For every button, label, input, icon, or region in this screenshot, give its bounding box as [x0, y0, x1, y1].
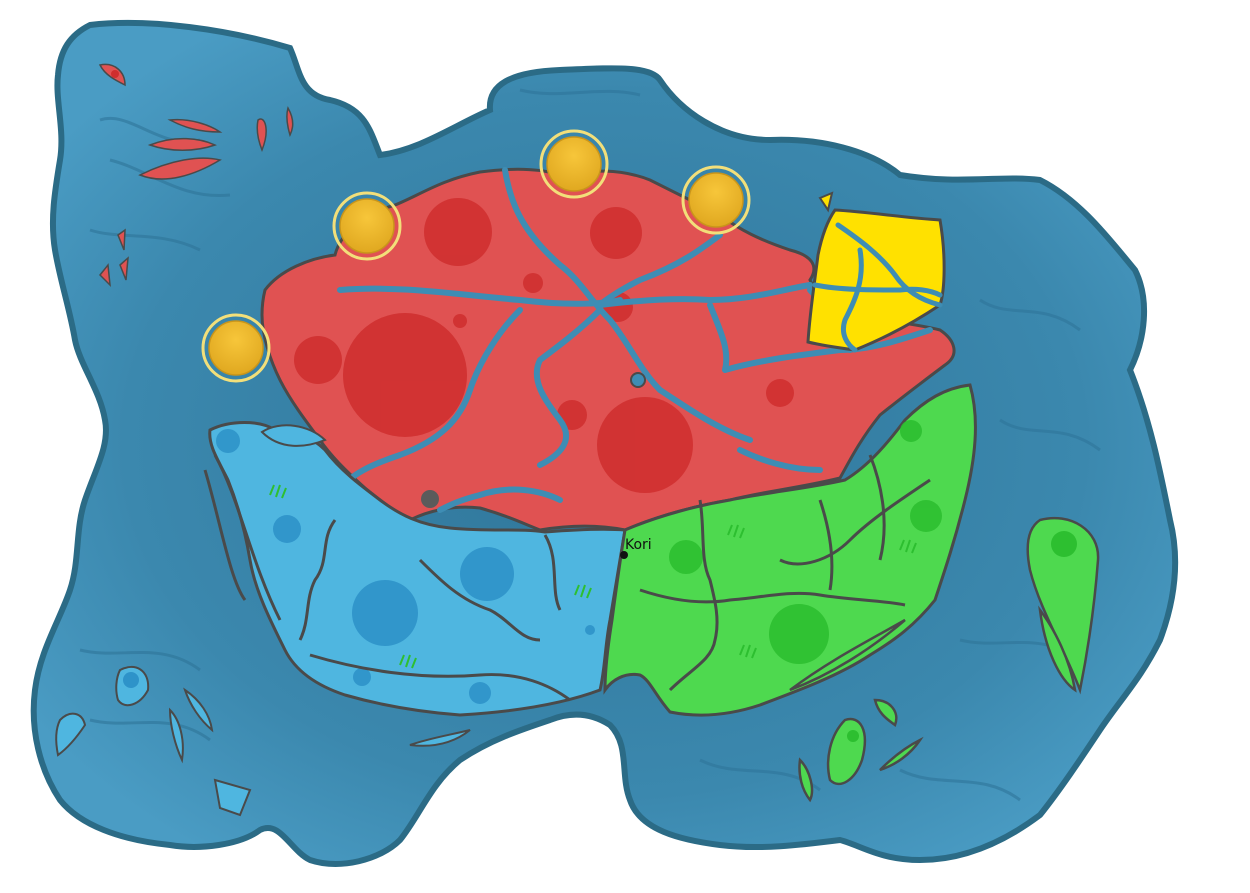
lake — [630, 372, 646, 388]
blue-territory — [208, 421, 627, 717]
grass-tufts — [269, 484, 917, 669]
city-label-kori: Kori — [625, 537, 652, 553]
ocean-texture — [79, 88, 1101, 802]
blue-islet-spot — [123, 672, 139, 688]
gold-coin-icon[interactable] — [681, 165, 751, 235]
gold-coin-icon[interactable] — [332, 191, 402, 261]
green-island-spot — [1051, 531, 1077, 557]
yellow-territory — [806, 208, 946, 352]
grey-dot-marker — [421, 490, 439, 508]
green-island-spot-small — [847, 730, 859, 742]
blue-islet — [260, 424, 327, 447]
gold-coin-markers — [201, 129, 751, 383]
yellow-region-rivers — [812, 222, 943, 353]
city-dot-icon — [620, 551, 628, 559]
city-kori[interactable]: Kori — [620, 537, 652, 559]
red-islet-spot — [111, 70, 119, 78]
red-islets — [98, 63, 294, 288]
green-islands — [789, 516, 1100, 803]
blue-region-spots — [216, 429, 595, 704]
yellow-islet — [818, 191, 834, 213]
red-region-rivers — [337, 167, 933, 513]
green-region-spots — [669, 420, 942, 664]
gold-coin-icon[interactable] — [539, 129, 609, 199]
gold-coin-icon[interactable] — [201, 313, 271, 383]
red-region-spots — [294, 198, 794, 493]
blue-islets — [55, 665, 471, 817]
blue-region-borders — [203, 454, 571, 702]
green-region-borders — [639, 454, 931, 692]
